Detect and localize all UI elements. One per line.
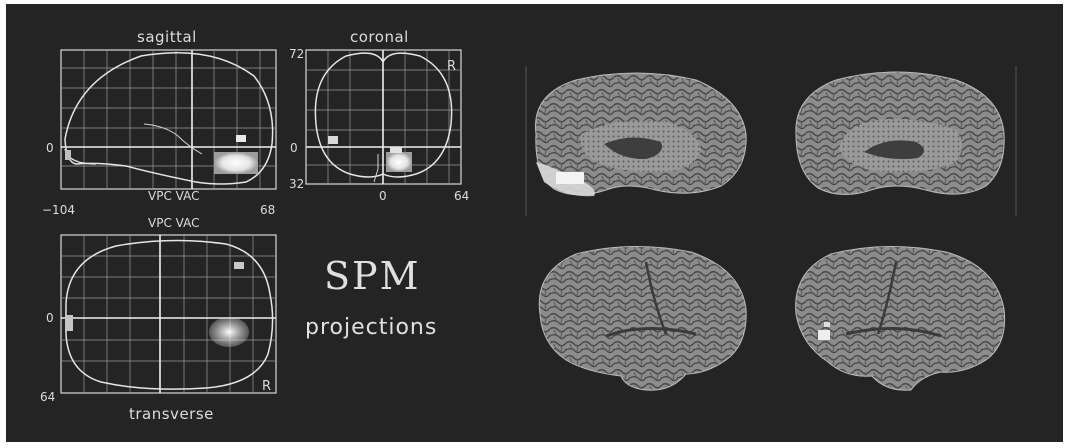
sagittal-frame	[60, 49, 277, 190]
caption-title: SPM	[324, 254, 421, 298]
coronal-y-bottom-label: 32	[289, 177, 304, 191]
sagittal-title: sagittal	[137, 28, 197, 46]
sagittal-activation-large	[214, 152, 258, 174]
sagittal-y-tick-zero: 0	[46, 141, 54, 155]
transverse-title: transverse	[129, 405, 214, 423]
coronal-inner-trace	[373, 154, 379, 183]
coronal-activation-large	[386, 152, 412, 172]
transverse-glass-brain	[60, 234, 277, 394]
transverse-brain-outline	[65, 239, 274, 390]
figure-panel: sagittal 0 VPC VAC −104 68 coronal 7	[6, 4, 1063, 442]
rendering-medial-right	[795, 71, 1005, 195]
rendering-lateral-right	[795, 245, 1006, 391]
caption-subtitle: projections	[305, 315, 438, 340]
transverse-activation-speck	[234, 262, 244, 269]
coronal-y-zero-label: 0	[290, 141, 298, 155]
sagittal-activation-edge	[65, 150, 71, 160]
sagittal-brain-outline	[64, 52, 274, 185]
sagittal-x-max-label: 68	[260, 203, 275, 217]
transverse-y-bottom-label: 64	[40, 390, 55, 404]
coronal-y-top-label: 72	[289, 47, 304, 61]
transverse-orientation-label: R	[262, 379, 271, 394]
coronal-activation-top	[390, 147, 402, 153]
rendering-medial-left	[535, 72, 747, 197]
sagittal-glass-brain	[60, 49, 277, 190]
transverse-y-zero-label: 0	[46, 311, 54, 325]
figure-canvas: sagittal 0 VPC VAC −104 68 coronal 7	[40, 28, 1017, 423]
coronal-x-max-label: 64	[454, 189, 469, 203]
transverse-activation-edge	[65, 315, 73, 331]
transverse-frame	[60, 234, 277, 394]
rendering-lateral-left	[538, 245, 747, 391]
sagittal-landmark-label: VPC VAC	[148, 189, 199, 203]
coronal-activation-left	[328, 136, 338, 144]
transverse-grid	[61, 235, 276, 393]
sagittal-x-min-label: −104	[42, 203, 75, 217]
coronal-x-zero-label: 0	[379, 189, 387, 203]
coronal-orientation-label: R	[447, 59, 456, 74]
coronal-title: coronal	[350, 28, 409, 46]
transverse-landmark-label: VPC VAC	[148, 216, 199, 230]
coronal-brain-outline	[314, 52, 453, 178]
sagittal-inner-trace	[143, 123, 203, 155]
sagittal-activation-small	[236, 135, 246, 142]
coronal-glass-brain	[305, 49, 462, 185]
transverse-activation	[209, 317, 249, 347]
